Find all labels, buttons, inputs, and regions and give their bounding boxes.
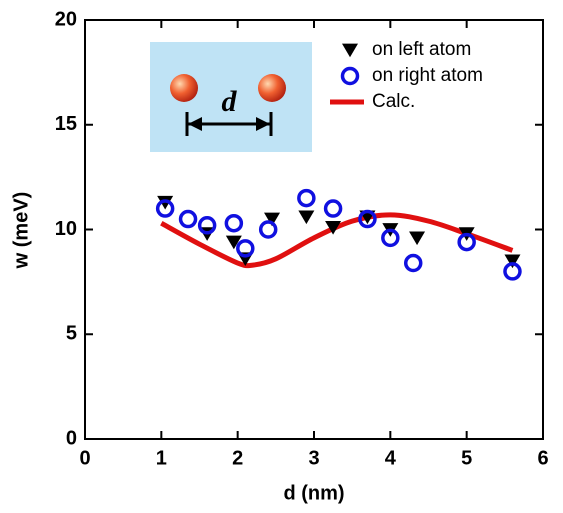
inset-label: d <box>222 85 238 118</box>
y-tick-label: 15 <box>55 113 77 135</box>
y-axis-label: w (meV) <box>10 192 32 270</box>
x-tick-label: 4 <box>385 447 397 469</box>
x-tick-label: 1 <box>156 447 167 469</box>
y-tick-label: 0 <box>66 427 77 449</box>
y-tick-label: 5 <box>66 323 77 345</box>
atom-left <box>170 74 198 102</box>
legend-label: on left atom <box>372 39 471 60</box>
chart: d d (nm) w (meV) 0 1 2 3 4 5 6 0 5 10 15 20 on left … <box>0 0 563 508</box>
circle-marker <box>326 201 341 216</box>
legend-label: on right atom <box>372 65 483 86</box>
y-tick-label: 20 <box>55 8 77 30</box>
circle-marker <box>343 69 358 84</box>
circle-marker <box>181 212 196 227</box>
triangle-marker <box>409 231 425 245</box>
circle-marker <box>261 222 276 237</box>
x-tick-label: 0 <box>79 447 90 469</box>
y-tick-label: 10 <box>55 218 77 240</box>
circle-marker <box>406 256 421 271</box>
circle-marker <box>299 191 314 206</box>
x-tick-label: 3 <box>308 447 319 469</box>
circle-marker <box>226 216 241 231</box>
triangle-marker <box>298 211 314 225</box>
legend-label: Calc. <box>372 91 415 112</box>
x-tick-label: 2 <box>232 447 243 469</box>
x-tick-label: 6 <box>537 447 548 469</box>
x-tick-label: 5 <box>461 447 472 469</box>
triangle-marker <box>342 44 358 58</box>
atom-right <box>258 74 286 102</box>
x-axis-label: d (nm) <box>283 482 344 504</box>
